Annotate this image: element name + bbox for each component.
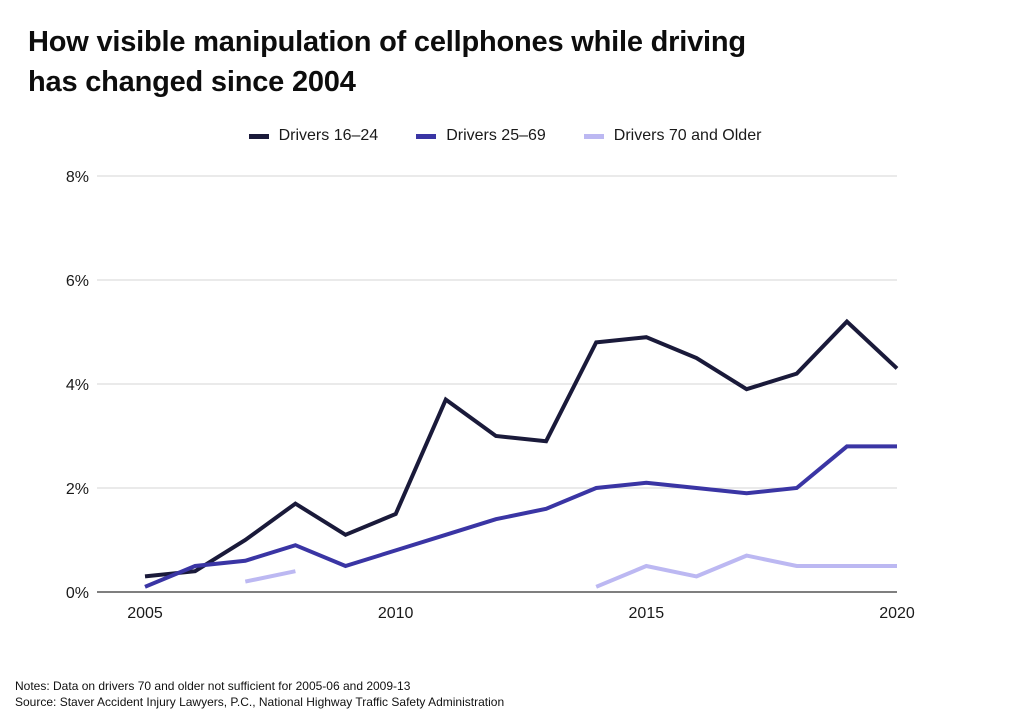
notes-text: Notes: Data on drivers 70 and older not … bbox=[15, 679, 411, 693]
x-tick-label-2020: 2020 bbox=[879, 605, 915, 622]
series-line-drivers-70-and-older-segment-1 bbox=[244, 569, 296, 584]
legend-swatch-drivers-70-and-older bbox=[583, 133, 604, 139]
x-tick-label-2005: 2005 bbox=[127, 605, 163, 622]
legend-swatch-drivers-16-24 bbox=[248, 133, 269, 139]
y-tick-label-6: 6% bbox=[66, 273, 89, 290]
y-tick-label-2: 2% bbox=[66, 481, 89, 498]
series-line-drivers-70-and-older-segment-2 bbox=[595, 553, 897, 589]
y-tick-label-0: 0% bbox=[66, 585, 89, 602]
chart-title-line-2: has changed since 2004 bbox=[28, 66, 356, 98]
source-text: Source: Staver Accident Injury Lawyers, … bbox=[15, 695, 505, 709]
legend: Drivers 16–24 Drivers 25–69 Drivers 70 a… bbox=[0, 124, 1010, 148]
x-tick-label-2010: 2010 bbox=[378, 605, 414, 622]
legend-swatch-drivers-25-69 bbox=[416, 133, 437, 139]
legend-label-drivers-70-and-older: Drivers 70 and Older bbox=[613, 127, 762, 144]
legend-item-drivers-16-24: Drivers 16–24 bbox=[248, 127, 379, 145]
footnotes: Notes: Data on drivers 70 and older not … bbox=[15, 678, 504, 710]
chart-title-line-1: How visible manipulation of cellphones w… bbox=[28, 26, 746, 58]
legend-item-drivers-25-69: Drivers 25–69 bbox=[416, 127, 546, 145]
series-line-drivers-16-24 bbox=[144, 318, 899, 579]
legend-label-drivers-16-24: Drivers 16–24 bbox=[278, 127, 379, 144]
x-tick-label-2015: 2015 bbox=[629, 605, 665, 622]
legend-label-drivers-25-69: Drivers 25–69 bbox=[446, 127, 546, 144]
legend-item-drivers-70-and-older: Drivers 70 and Older bbox=[583, 127, 762, 145]
series-line-drivers-25-69 bbox=[144, 444, 897, 589]
y-tick-label-8: 8% bbox=[66, 169, 89, 186]
chart-title: How visible manipulation of cellphones w… bbox=[28, 22, 928, 102]
y-tick-label-4: 4% bbox=[66, 377, 89, 394]
